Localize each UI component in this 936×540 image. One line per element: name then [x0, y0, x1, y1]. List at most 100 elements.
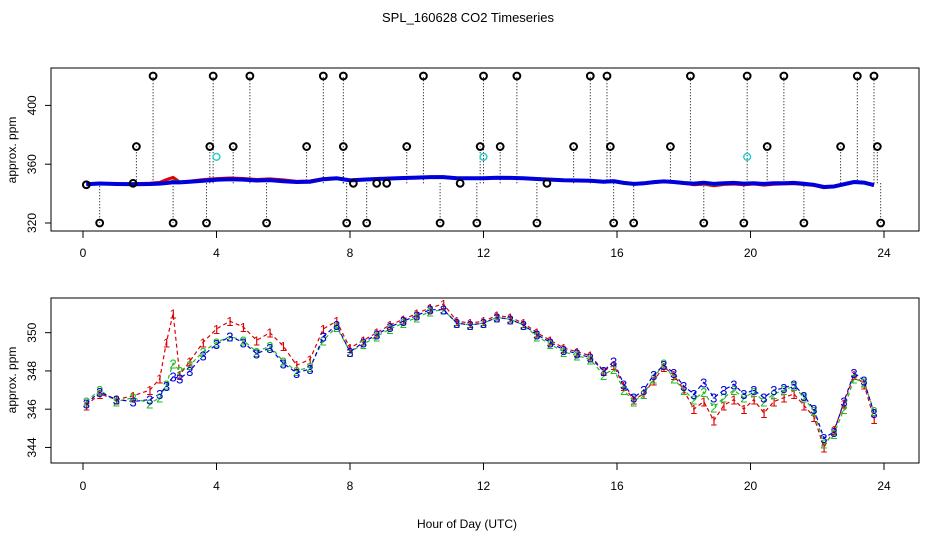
bottom-series-point: 3 — [169, 370, 176, 385]
bottom-y-axis: 344 346 348 350 — [25, 322, 51, 457]
bottom-series-point: 3 — [453, 316, 460, 331]
top-outlier-point — [779, 71, 789, 81]
bottom-series-point: 2 — [200, 345, 207, 360]
top-outlier-point — [342, 218, 352, 228]
bottom-series-point: 1 — [320, 322, 327, 337]
top-outlier-point — [532, 218, 542, 228]
bottom-series-point: 1 — [730, 393, 737, 408]
bottom-series-point: 3 — [840, 395, 847, 410]
bottom-series-point: 2 — [520, 318, 527, 333]
bottom-series-point: 3 — [620, 377, 627, 392]
bottom-series-point: 2 — [169, 356, 176, 371]
bottom-series-point: 2 — [113, 395, 120, 410]
bottom-x-axis: 0 4 8 12 16 20 24 — [80, 462, 891, 493]
top-outlier-point — [208, 71, 218, 81]
bottom-series-point: 3 — [306, 362, 313, 377]
bottom-series-point: 3 — [156, 387, 163, 402]
bottom-series-point: 2 — [660, 356, 667, 371]
bottom-series-point: 3 — [413, 308, 420, 323]
top-x-tick-label: 16 — [610, 246, 624, 260]
bottom-series-point: 2 — [176, 364, 183, 379]
bottom-series-point: 1 — [560, 341, 567, 356]
bottom-series-point: 1 — [200, 335, 207, 350]
bottom-series-point: 3 — [293, 366, 300, 381]
top-outlier-point — [852, 71, 862, 81]
bottom-series-point: 2 — [850, 372, 857, 387]
bottom-series-point: 1 — [386, 318, 393, 333]
bottom-series-point: 3 — [266, 341, 273, 356]
bottom-series-point: 2 — [860, 375, 867, 390]
bottom-series-point: 2 — [800, 391, 807, 406]
bottom-series-point: 1 — [587, 349, 594, 364]
bottom-series-point: 1 — [870, 412, 877, 427]
bottom-series-point: 3 — [520, 318, 527, 333]
bottom-series-point: 3 — [573, 347, 580, 362]
bottom-y-tick-label: 348 — [25, 361, 39, 381]
bottom-series-point: 2 — [610, 362, 617, 377]
bottom-series-point: 1 — [740, 402, 747, 417]
top-outlier-point — [148, 71, 158, 81]
bottom-series-point: 3 — [810, 402, 817, 417]
bottom-series-point: 3 — [870, 406, 877, 421]
top-outlier-point — [168, 218, 178, 228]
bottom-series-point: 3 — [440, 303, 447, 318]
bottom-series-point: 2 — [426, 305, 433, 320]
bottom-series-line — [85, 303, 875, 449]
top-x-axis: 0 4 8 12 16 20 24 — [80, 230, 891, 260]
bottom-series-point: 2 — [770, 387, 777, 402]
top-outlier-point — [799, 218, 809, 228]
bottom-series-point: 3 — [213, 337, 220, 352]
bottom-series-point: 1 — [226, 314, 233, 329]
bottom-series-point: 3 — [533, 328, 540, 343]
bottom-series-point: 1 — [186, 354, 193, 369]
top-x-tick-label: 20 — [744, 246, 758, 260]
bottom-series-point: 3 — [253, 347, 260, 362]
top-outlier-point — [602, 71, 612, 81]
bottom-series-point: 2 — [830, 427, 837, 442]
top-outlier-point — [382, 178, 392, 188]
bottom-series-point: 1 — [720, 398, 727, 413]
bottom-series-point: 1 — [453, 314, 460, 329]
top-x-tick-label: 4 — [213, 246, 220, 260]
bottom-series-point: 2 — [413, 310, 420, 325]
bottom-series-point: 3 — [96, 385, 103, 400]
bottom-x-tick-label: 20 — [744, 479, 758, 493]
top-outlier-point — [262, 218, 271, 228]
bottom-series-point: 1 — [306, 352, 313, 367]
top-outlier-point — [419, 71, 428, 81]
top-outlier-point — [699, 218, 709, 228]
bottom-series-point: 1 — [413, 307, 420, 322]
bottom-series-point: 3 — [790, 377, 797, 392]
bottom-series-point: 1 — [253, 333, 260, 348]
bottom-series-point: 3 — [740, 387, 747, 402]
bottom-series-point: 2 — [630, 395, 637, 410]
bottom-series-point: 1 — [240, 320, 247, 335]
bottom-series-point: 1 — [520, 316, 527, 331]
bottom-series-point: 1 — [507, 310, 514, 325]
bottom-series-point: 2 — [253, 345, 260, 360]
bottom-series-point: 3 — [820, 431, 827, 446]
bottom-series-point: 3 — [640, 383, 647, 398]
bottom-series-point: 1 — [346, 341, 353, 356]
bottom-series-point: 1 — [660, 360, 667, 375]
bottom-series-point: 1 — [820, 440, 827, 455]
bottom-series-point: 2 — [306, 360, 313, 375]
bottom-series-point: 3 — [690, 387, 697, 402]
bottom-series-point: 1 — [620, 379, 627, 394]
bottom-series-point: 2 — [870, 404, 877, 419]
bottom-series-point: 1 — [573, 345, 580, 360]
bottom-series-point: 3 — [860, 374, 867, 389]
bottom-series-point: 3 — [386, 320, 393, 335]
bottom-series-point: 2 — [333, 320, 340, 335]
bottom-series-point: 2 — [320, 333, 327, 348]
bottom-series-point: 2 — [680, 383, 687, 398]
top-outlier-point — [876, 218, 886, 228]
bottom-series-point: 3 — [129, 395, 136, 410]
bottom-series-point: 3 — [630, 391, 637, 406]
top-flag-point — [212, 152, 221, 161]
top-y-axis: 320 360 400 — [25, 95, 51, 233]
bottom-series-point: 1 — [800, 398, 807, 413]
bottom-series-point: 3 — [730, 377, 737, 392]
bottom-series-line — [85, 309, 875, 439]
top-outlier-point — [686, 71, 695, 81]
